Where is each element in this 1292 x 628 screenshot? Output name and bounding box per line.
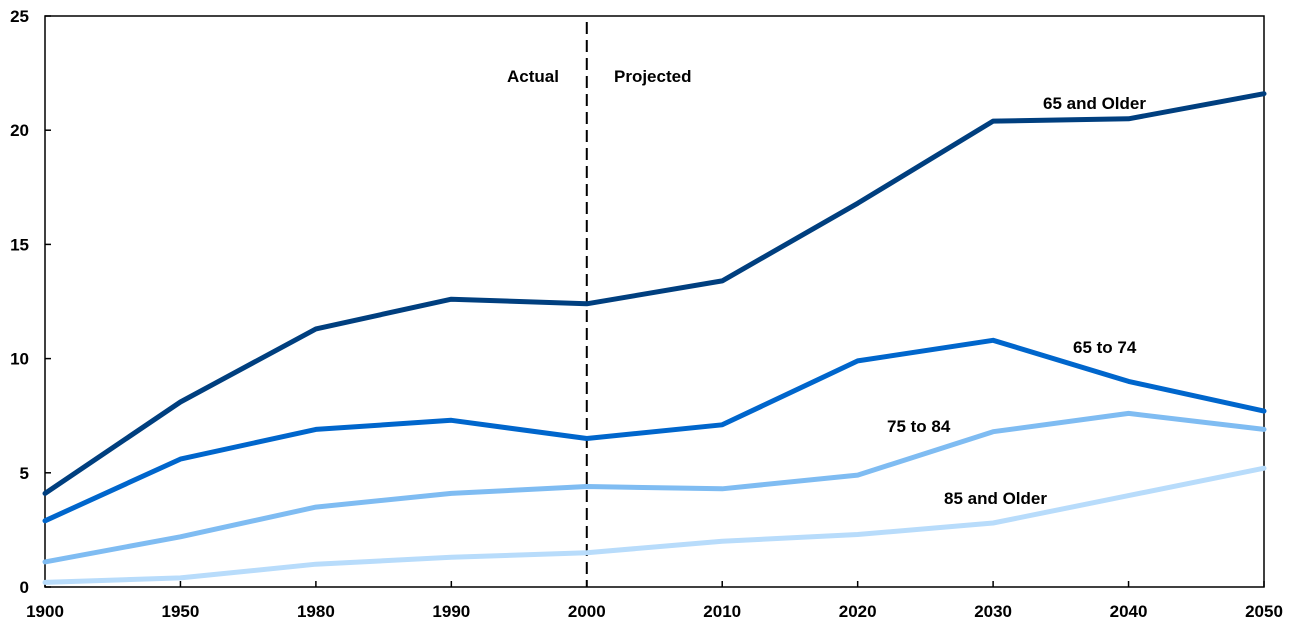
annotation-actual: Actual <box>507 67 559 86</box>
series-line-65-and-older <box>42 91 1267 496</box>
series-line-75-to-84 <box>42 410 1267 565</box>
y-tick-label: 0 <box>20 578 29 597</box>
series-label-75-to-84: 75 to 84 <box>887 417 951 436</box>
series-line-65-to-74 <box>42 337 1267 524</box>
y-tick-label: 5 <box>20 464 29 483</box>
y-tick-label: 15 <box>10 235 29 254</box>
series-line-85-and-older <box>42 465 1267 585</box>
plot-frame <box>44 15 1265 588</box>
x-tick-label: 2020 <box>839 602 877 621</box>
y-tick-label: 25 <box>10 7 29 26</box>
x-tick-label: 1990 <box>432 602 470 621</box>
annotations: Actual Projected <box>507 67 691 86</box>
series-lines <box>42 91 1267 585</box>
x-tick-label: 1900 <box>26 602 64 621</box>
x-tick-label: 1950 <box>162 602 200 621</box>
y-tick-label: 20 <box>10 121 29 140</box>
series-labels: 65 and Older 65 to 74 75 to 84 85 and Ol… <box>887 94 1146 508</box>
x-tick-label: 2040 <box>1110 602 1148 621</box>
series-label-65-to-74: 65 to 74 <box>1073 338 1137 357</box>
x-tick-label: 2030 <box>974 602 1012 621</box>
y-tick-label: 10 <box>10 350 29 369</box>
x-tick-label: 1980 <box>297 602 335 621</box>
series-label-65-and-older: 65 and Older <box>1043 94 1146 113</box>
x-axis-ticks: 1900 1950 1980 1990 2000 2010 2020 2030 2040 2050 <box>26 581 1283 621</box>
y-axis-ticks: 0 5 10 15 20 25 <box>10 7 51 597</box>
x-tick-label: 2050 <box>1245 602 1283 621</box>
annotation-projected: Projected <box>614 67 691 86</box>
series-label-85-and-older: 85 and Older <box>944 489 1047 508</box>
x-tick-label: 2010 <box>703 602 741 621</box>
plot-border <box>44 15 1265 588</box>
x-tick-label: 2000 <box>568 602 606 621</box>
